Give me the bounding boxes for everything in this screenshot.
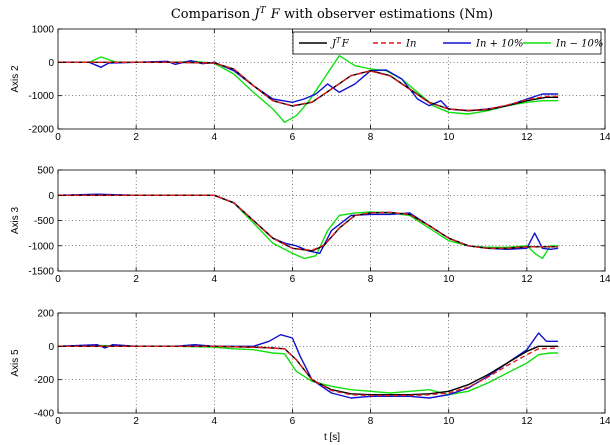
legend-label: In (405, 39, 416, 50)
x-tick-label: 0 (55, 274, 61, 285)
x-tick-label: 8 (368, 132, 374, 143)
x-tick-label: 12 (521, 274, 533, 285)
y-tick-label: 500 (37, 166, 54, 177)
x-tick-label: 14 (599, 274, 610, 285)
y-tick-label: 0 (48, 342, 54, 353)
y-tick-label: -200 (34, 375, 54, 386)
x-tick-label: 2 (133, 274, 139, 285)
plot-frame (57, 28, 606, 130)
y-tick-label: -2000 (28, 125, 54, 136)
x-tick-label: 4 (212, 416, 218, 427)
series-group (58, 332, 559, 399)
y-tick-label: 200 (37, 309, 54, 320)
y-tick-label: 0 (48, 191, 54, 202)
legend-label: In − 10% (555, 39, 603, 50)
x-tick-label: 12 (521, 416, 533, 427)
subplot-1: 0 2 4 6 8 10 12 14 -2000 -1000 0 1000 Axis 2 JTF In In … (10, 25, 610, 144)
x-tick-label: 14 (599, 416, 610, 427)
x-tick-label: 2 (133, 416, 139, 427)
x-tick-label: 6 (290, 274, 296, 285)
x-tick-label: 0 (55, 132, 61, 143)
series-group (58, 55, 559, 123)
series-line-2 (58, 345, 559, 397)
y-axis-label: Axis 5 (10, 349, 21, 377)
series-line-2 (58, 61, 559, 111)
x-tick-label: 2 (133, 132, 139, 143)
x-tick-label: 4 (212, 274, 218, 285)
legend-label: JTF (330, 37, 350, 50)
series-line-2 (58, 194, 559, 251)
x-tick-label: 6 (290, 416, 296, 427)
x-tick-label: 8 (368, 274, 374, 285)
x-tick-label: 0 (55, 416, 61, 427)
plot-area (58, 313, 605, 413)
x-tick-label: 4 (212, 132, 218, 143)
series-line-4 (58, 194, 559, 260)
y-tick-label: 0 (48, 58, 54, 69)
y-tick-label: -1000 (28, 91, 54, 102)
legend: JTF In In + 10% In − 10% (292, 31, 603, 55)
subplot-3: 0 2 4 6 8 10 12 14 -400 -200 0 200 Axis 5 (10, 309, 610, 428)
x-tick-label: 10 (443, 416, 455, 427)
y-axis-label: Axis 3 (10, 206, 21, 234)
y-axis-label: Axis 2 (10, 65, 21, 93)
y-tick-label: -1000 (28, 241, 54, 252)
series-group (58, 193, 559, 260)
x-tick-label: 10 (443, 132, 455, 143)
x-tick-label: 8 (368, 416, 374, 427)
series-line-4 (58, 344, 559, 396)
chart-title: Comparison JT F with observer estimation… (171, 6, 493, 22)
x-tick-label: 10 (443, 274, 455, 285)
y-tick-label: -500 (34, 216, 54, 227)
x-tick-label: 6 (290, 132, 296, 143)
legend-label: In + 10% (475, 39, 523, 50)
y-tick-label: -1500 (28, 267, 54, 278)
x-tick-label: 12 (521, 132, 533, 143)
x-axis-label: t [s] (324, 432, 340, 443)
subplot-2: 0 2 4 6 8 10 12 14 -1500 -1000 -500 0 500 Axis 3 (10, 166, 610, 286)
plot-frame (57, 312, 606, 414)
x-tick-label: 14 (599, 132, 610, 143)
y-tick-label: 1000 (32, 25, 55, 36)
y-tick-label: -400 (34, 409, 54, 420)
